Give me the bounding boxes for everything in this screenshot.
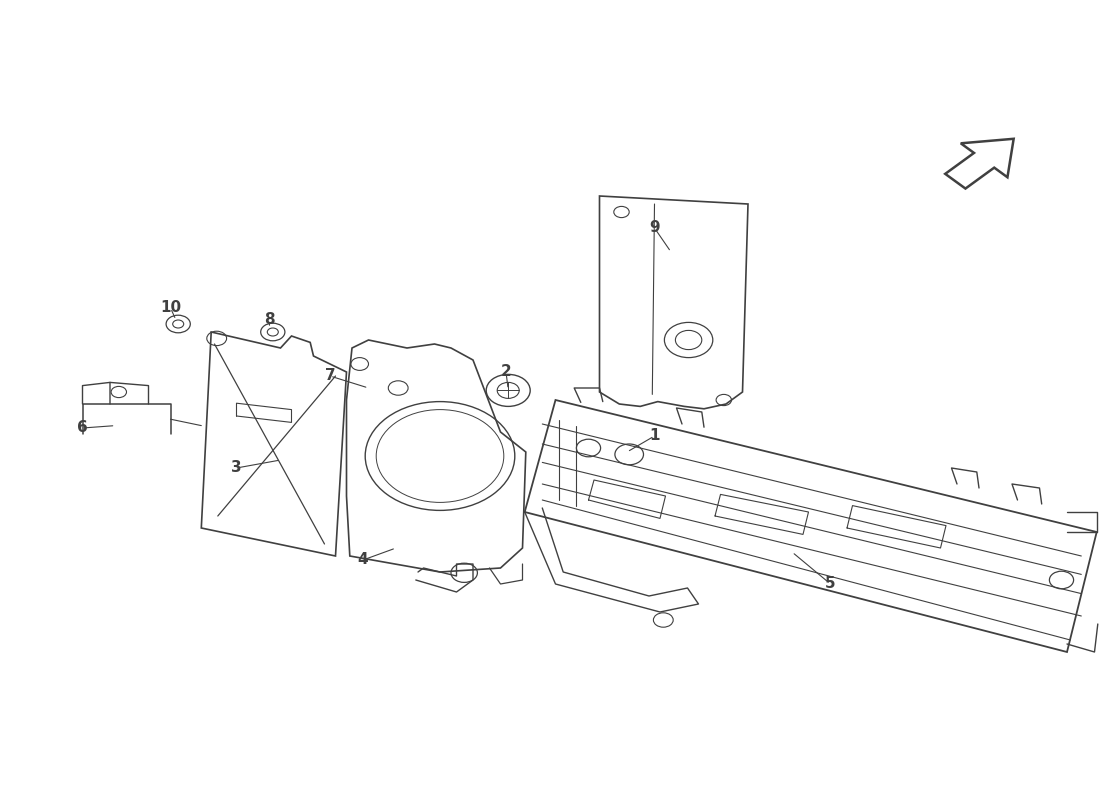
Text: 6: 6 [77, 421, 88, 435]
Text: 8: 8 [264, 313, 275, 327]
Text: 1: 1 [649, 429, 660, 443]
Text: 7: 7 [324, 369, 336, 383]
Text: 9: 9 [649, 221, 660, 235]
Text: 4: 4 [358, 553, 368, 567]
Text: 5: 5 [825, 577, 836, 591]
Text: 2: 2 [500, 365, 512, 379]
Text: 10: 10 [160, 301, 182, 315]
Text: 3: 3 [231, 461, 242, 475]
